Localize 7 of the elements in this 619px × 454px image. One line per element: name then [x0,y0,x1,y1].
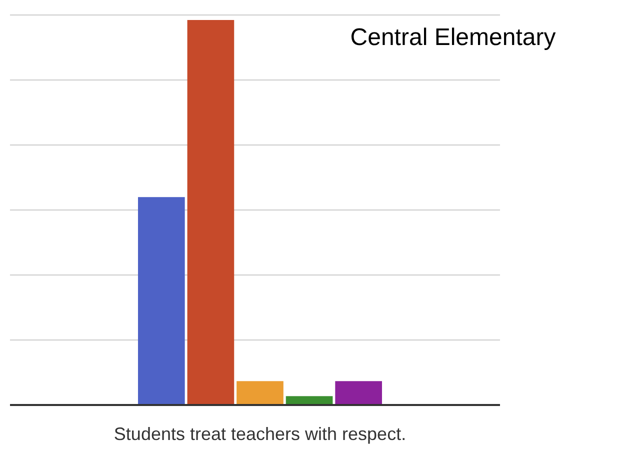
bar [286,396,333,405]
bar [138,197,185,405]
x-axis-title: Students treat teachers with respect. [114,424,406,444]
bar [335,381,382,405]
bar [236,381,284,405]
bar [187,20,234,405]
text: Central Elementary [350,24,556,51]
